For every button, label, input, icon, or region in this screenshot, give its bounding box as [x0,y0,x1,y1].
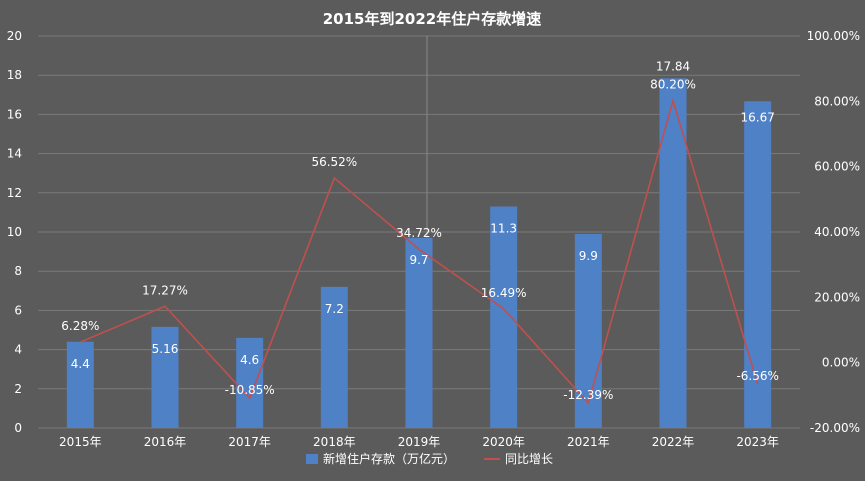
y-right-tick-label: 0.00% [822,356,860,370]
line-value-label: 80.20% [650,78,696,92]
line-value-label: 17.27% [142,283,188,297]
y-left-tick-label: 8 [14,264,22,278]
growth-line [80,97,759,405]
bar-value-label: 4.6 [240,353,259,367]
bar [151,326,179,428]
y-left-tick-label: 0 [14,421,22,435]
legend-bar-swatch [306,454,318,464]
x-tick-label: 2017年 [228,435,271,449]
x-tick-label: 2019年 [398,435,441,449]
bar-value-label: 4.4 [71,357,90,371]
legend[interactable]: 新增住户存款（万亿元） 同比增长 [306,451,553,466]
y-left-tick-label: 20 [7,29,22,43]
axes: 0 2 4 6 8 10 12 14 16 18 20 -20.00% 0.00% 20.00% 40.00… [7,29,860,449]
bar-value-label: 17.84 [656,59,690,73]
bar [66,341,94,428]
bar [405,237,433,428]
y-left-tick-label: 12 [7,186,22,200]
bar [574,233,602,428]
line-value-label: -12.39% [563,388,613,402]
bar [659,78,687,428]
y-right-tick-label: 100.00% [807,29,860,43]
y-left-tick-label: 14 [7,147,22,161]
legend-line-label: 同比增长 [505,452,553,466]
line-series [80,97,759,405]
y-left-tick-label: 6 [14,303,22,317]
x-tick-label: 2020年 [482,435,525,449]
bar-value-label: 9.7 [409,253,428,267]
bar-value-label: 11.3 [490,222,517,236]
x-tick-label: 2015年 [59,435,102,449]
y-left-tick-label: 18 [7,68,22,82]
line-value-label: -10.85% [225,383,275,397]
line-value-label: -6.56% [736,369,778,383]
y-left-tick-label: 2 [14,382,22,396]
y-right-tick-label: 20.00% [814,290,860,304]
bar-series [66,78,772,428]
bar-value-label: 16.67 [740,110,774,124]
bar [236,337,264,428]
line-value-label: 34.72% [396,226,442,240]
x-tick-label: 2021年 [567,435,610,449]
chart-title: 2015年到2022年住户存款增速 [323,10,542,28]
y-left-tick-label: 10 [7,225,22,239]
line-value-label: 16.49% [481,286,527,300]
data-labels: 4.4 5.16 4.6 7.2 9.7 11.3 9.9 17.84 16.67 6.28% 17… [61,59,779,402]
y-left-tick-label: 16 [7,107,22,121]
x-tick-label: 2018年 [313,435,356,449]
legend-bar-label: 新增住户存款（万亿元） [323,451,455,466]
bar-value-label: 5.16 [152,342,179,356]
line-value-label: 6.28% [61,319,99,333]
y-right-tick-label: 60.00% [814,160,860,174]
bar [744,101,772,428]
y-right-tick-label: -20.00% [810,421,860,435]
y-left-tick-label: 4 [14,343,22,357]
x-tick-label: 2022年 [652,435,695,449]
bar [490,206,518,428]
x-tick-label: 2023年 [736,435,779,449]
bar [320,286,348,428]
line-value-label: 56.52% [311,155,357,169]
x-tick-label: 2016年 [144,435,187,449]
y-right-tick-label: 40.00% [814,225,860,239]
bar-value-label: 7.2 [325,302,344,316]
bar-value-label: 9.9 [579,249,598,263]
y-right-tick-label: 80.00% [814,94,860,108]
